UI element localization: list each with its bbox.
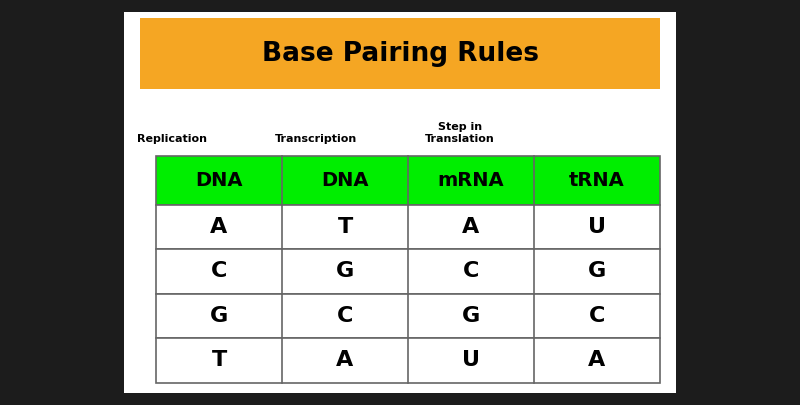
- Text: C: C: [589, 306, 605, 326]
- Text: G: G: [588, 261, 606, 281]
- Text: G: G: [336, 261, 354, 281]
- Bar: [140, 18, 660, 89]
- Bar: [156, 294, 660, 338]
- Text: G: G: [462, 306, 480, 326]
- Text: A: A: [588, 350, 606, 371]
- Bar: [156, 249, 660, 294]
- Text: Base Pairing Rules: Base Pairing Rules: [262, 40, 538, 67]
- Text: C: C: [463, 261, 479, 281]
- Text: C: C: [211, 261, 227, 281]
- Text: DNA: DNA: [322, 171, 369, 190]
- Text: Step in
Translation: Step in Translation: [425, 122, 495, 144]
- Text: U: U: [462, 350, 480, 371]
- Text: G: G: [210, 306, 228, 326]
- Text: T: T: [211, 350, 226, 371]
- Bar: [156, 156, 660, 205]
- Text: A: A: [336, 350, 354, 371]
- Text: A: A: [210, 217, 228, 237]
- Text: tRNA: tRNA: [569, 171, 625, 190]
- Text: T: T: [338, 217, 353, 237]
- Bar: [156, 205, 660, 249]
- Text: U: U: [588, 217, 606, 237]
- Text: C: C: [337, 306, 353, 326]
- Text: Replication: Replication: [137, 134, 207, 144]
- Bar: [156, 338, 660, 383]
- Bar: [124, 12, 676, 393]
- Text: Transcription: Transcription: [275, 134, 357, 144]
- Text: mRNA: mRNA: [438, 171, 504, 190]
- Text: A: A: [462, 217, 480, 237]
- Text: DNA: DNA: [195, 171, 242, 190]
